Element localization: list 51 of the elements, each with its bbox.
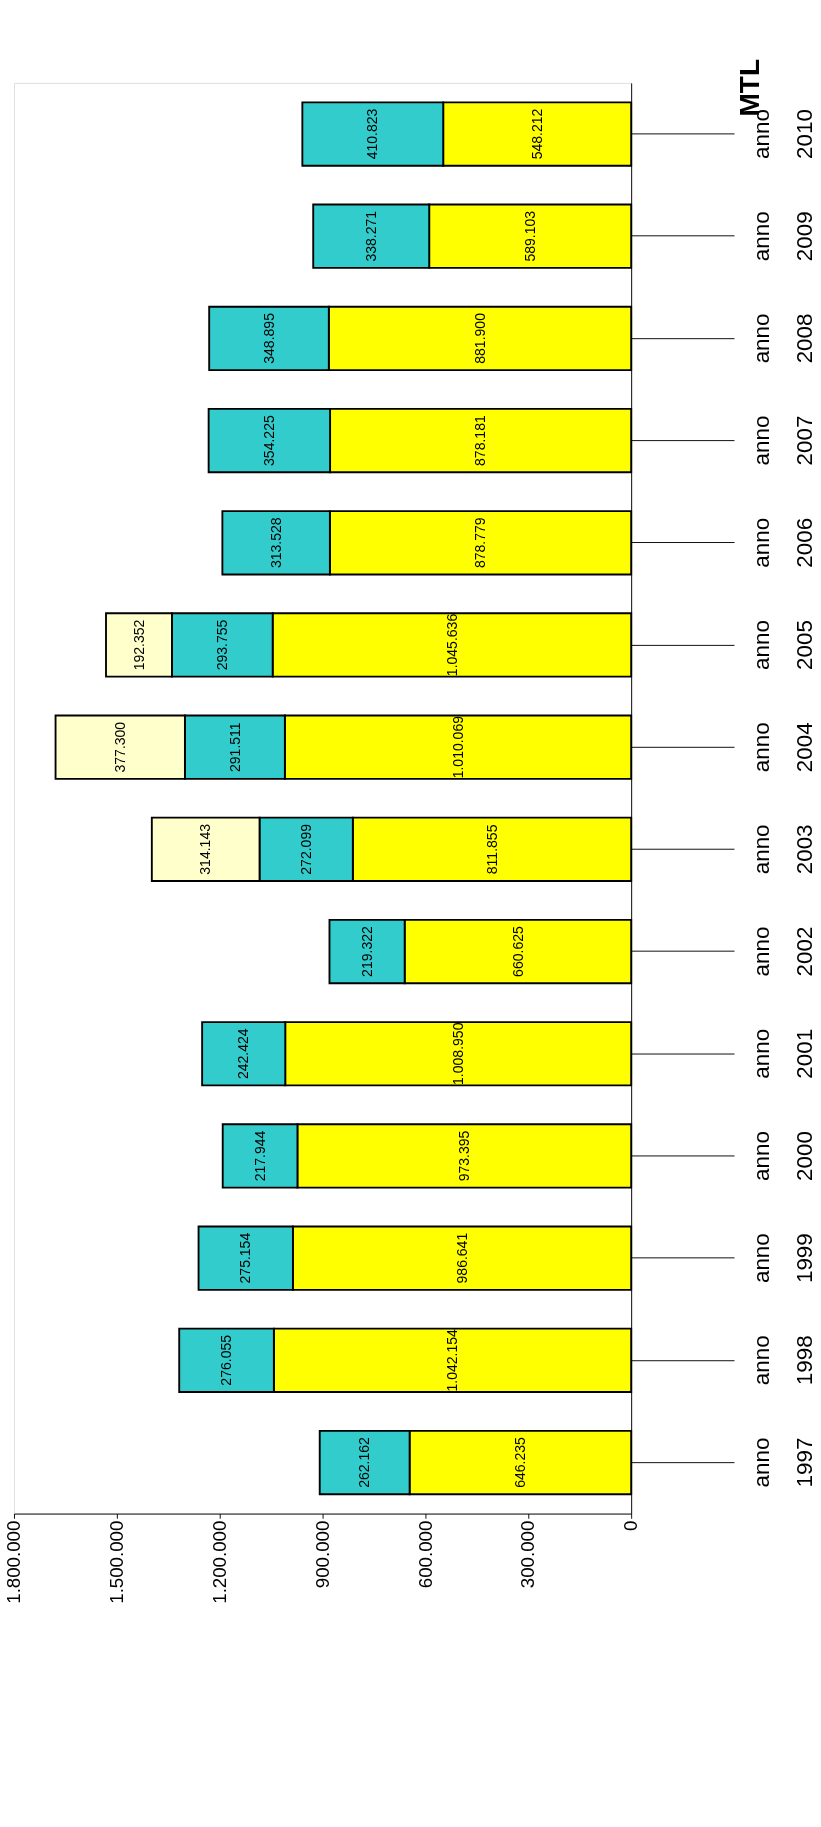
y-tick-label: anno 2009 [749,211,818,262]
data-label: 242.424 [235,1028,252,1080]
data-label: 1.042.154 [444,1328,461,1392]
data-label: 878.181 [472,415,489,466]
data-label: 377.300 [111,721,128,773]
data-label: 314.143 [197,823,214,875]
data-label: 811.855 [483,824,500,875]
y-tick-label: anno 2001 [749,1028,818,1079]
x-tick-label: 600.000 [414,1520,436,1589]
y-tick-label: anno 1998 [749,1335,818,1386]
data-label: 313.528 [267,517,284,569]
data-label: 986.641 [453,1232,470,1284]
y-tick-label: anno 2004 [749,722,818,773]
x-tick-label: 0 [620,1520,642,1532]
data-label: 878.779 [472,517,489,569]
x-tick-label: 1.800.000 [3,1520,25,1604]
data-label: 973.395 [455,1130,472,1182]
data-label: 275.154 [237,1232,254,1284]
data-label: 262.162 [356,1436,373,1488]
y-tick-label: anno 1997 [749,1437,818,1488]
y-tick-label: anno 2008 [749,313,818,364]
data-label: 410.823 [364,108,381,160]
data-label: 589.103 [521,210,538,262]
x-tick-label: 900.000 [311,1520,333,1589]
data-label: 1.045.636 [443,613,460,677]
data-label: 646.235 [512,1436,529,1488]
data-label: 192.352 [130,619,147,671]
x-tick-label: 1.200.000 [208,1520,230,1604]
y-tick-label: anno 2003 [749,824,818,875]
data-label: 217.944 [251,1130,268,1182]
data-label: 291.511 [226,722,243,772]
data-label: 219.322 [358,926,375,977]
data-label: 660.625 [509,926,526,977]
y-tick-label: anno 2007 [749,415,818,466]
y-tick-label: anno 2000 [749,1130,818,1181]
data-label: 348.895 [260,312,277,364]
y-tick-label: anno 2002 [749,926,818,977]
data-label: 548.212 [528,108,545,160]
y-tick-label: anno 1999 [749,1233,818,1284]
y-tick-label: anno 2006 [749,517,818,568]
data-label: 1.008.950 [449,1022,466,1085]
y-tick-label: anno 2005 [749,620,818,670]
data-label: 272.099 [297,823,314,875]
data-label: 881.900 [471,312,488,364]
x-tick-label: 1.500.000 [105,1520,127,1604]
data-label: 1.010.069 [449,715,466,779]
data-label: 354.225 [261,415,278,466]
x-tick-label: 300.000 [517,1520,539,1589]
data-label: 338.271 [362,210,379,262]
data-label: 276.055 [218,1334,235,1386]
data-label: 293.755 [213,619,230,671]
